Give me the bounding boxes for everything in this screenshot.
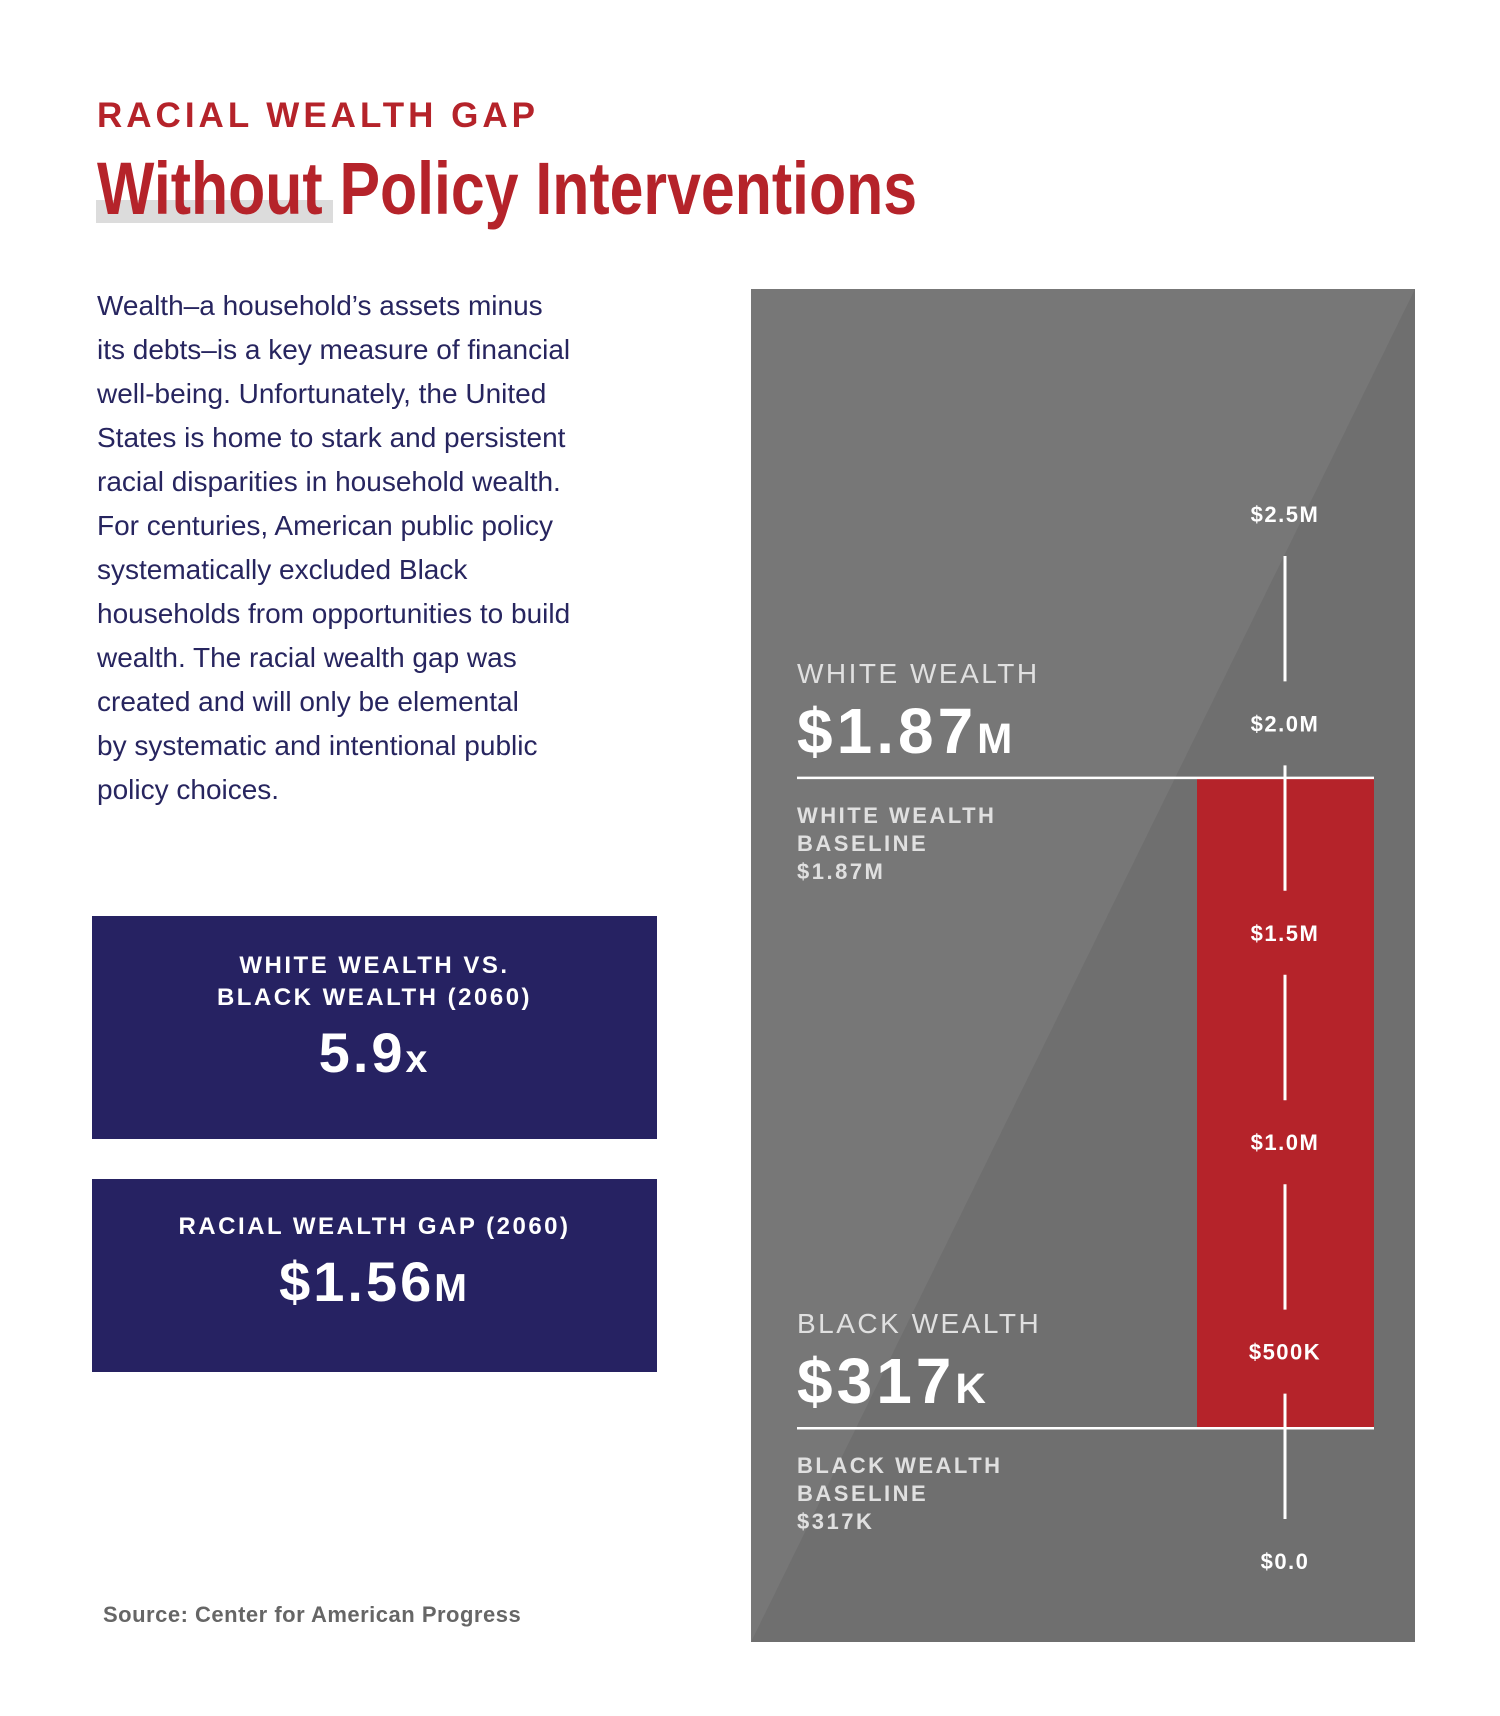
body-line: systematically excluded Black	[97, 554, 468, 585]
stat-label: RACIAL WEALTH GAP (2060)	[178, 1213, 571, 1240]
series-value: $317K	[797, 1345, 990, 1417]
body-line: well-being. Unfortunately, the United	[97, 378, 547, 409]
title: Without Policy Interventions	[97, 147, 917, 230]
y-tick-label: $2.0M	[1251, 711, 1320, 736]
baseline-value: $1.87M	[797, 859, 885, 884]
y-tick-label: $1.5M	[1251, 921, 1320, 946]
body-line: For centuries, American public policy	[97, 510, 553, 541]
stat-content: WHITE WEALTH VS. BLACK WEALTH (2060) 5.9x	[92, 916, 657, 1085]
gap-bar	[1197, 777, 1374, 1429]
body-line: policy choices.	[97, 774, 280, 805]
body-line: its debts–is a key measure of financial	[97, 334, 571, 365]
series-name: WHITE WEALTH	[797, 658, 1040, 689]
y-tick-label: $1.0M	[1251, 1130, 1320, 1155]
body-line: racial disparities in household wealth.	[97, 466, 561, 497]
stat-label: BLACK WEALTH (2060)	[216, 984, 533, 1011]
title-highlight	[96, 200, 333, 223]
body-line: households from opportunities to build	[97, 598, 571, 629]
y-tick-label: $0.0	[1261, 1549, 1310, 1574]
body-line: wealth. The racial wealth gap was	[97, 642, 517, 673]
stat-value: $1.56M	[279, 1250, 470, 1313]
y-tick-label: $500K	[1249, 1340, 1321, 1365]
baseline-label: BASELINE	[797, 831, 928, 856]
stat-value: 5.9x	[318, 1021, 431, 1084]
series-name: BLACK WEALTH	[797, 1308, 1041, 1339]
baseline-value: $317K	[797, 1509, 874, 1534]
series-value: $1.87M	[797, 695, 1016, 767]
source: Source: Center for American Progress	[103, 1602, 522, 1627]
body-line: created and will only be elemental	[97, 686, 519, 717]
baseline-label: BLACK WEALTH	[797, 1453, 1003, 1478]
stat-box: WHITE WEALTH VS. BLACK WEALTH (2060) 5.9x	[92, 916, 657, 1139]
panel-bg	[751, 289, 1415, 1642]
stat-label: WHITE WEALTH VS.	[239, 952, 510, 979]
baseline-label: BASELINE	[797, 1481, 928, 1506]
body-line: by systematic and intentional public	[97, 730, 538, 761]
stat-content: RACIAL WEALTH GAP (2060) $1.56M	[92, 1179, 657, 1314]
stat-box: RACIAL WEALTH GAP (2060) $1.56M	[92, 1179, 657, 1372]
panel-shade	[751, 289, 1415, 1642]
body-text: Wealth–a household’s assets minus its deb…	[97, 284, 570, 812]
body-line: States is home to stark and persistent	[97, 422, 566, 453]
title-area: Without Policy Interventions	[97, 147, 917, 230]
baseline-label: WHITE WEALTH	[797, 803, 996, 828]
body-line: Wealth–a household’s assets minus	[97, 290, 543, 321]
kicker: RACIAL WEALTH GAP	[97, 96, 539, 135]
y-tick-label: $2.5M	[1251, 502, 1320, 527]
